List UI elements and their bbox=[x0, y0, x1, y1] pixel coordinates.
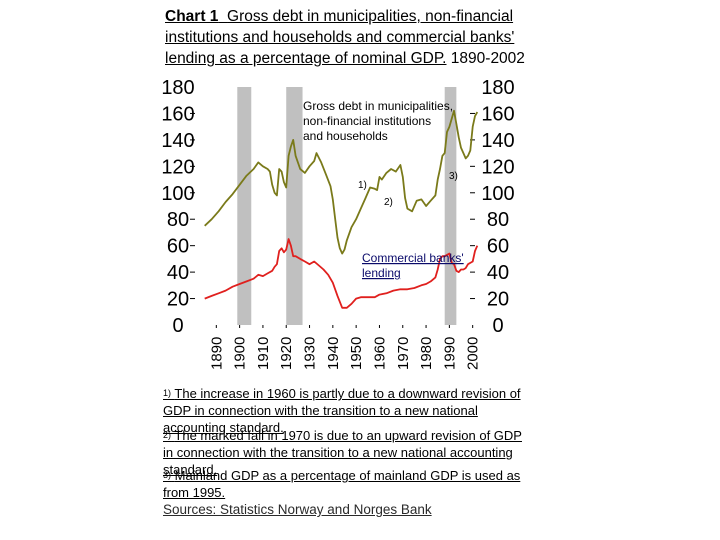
chart-number: Chart 1 bbox=[165, 8, 219, 25]
x-tick-label-1900: 1900 bbox=[232, 337, 249, 370]
note-marker-1: 1) bbox=[358, 180, 367, 191]
y-tick-left-180: 180 bbox=[161, 77, 194, 99]
y-tick-left-80: 80 bbox=[167, 209, 189, 231]
chart-title-years: 1890-2002 bbox=[450, 50, 525, 67]
x-tick-label-1980: 1980 bbox=[418, 337, 435, 370]
shaded-period-3 bbox=[444, 87, 457, 325]
footnote-2-text: The marked fall in 1970 is due to an upw… bbox=[163, 428, 522, 477]
chart-title: Chart 1 Gross debt in municipalities, no… bbox=[165, 6, 545, 69]
x-tick-label-1910: 1910 bbox=[255, 337, 272, 370]
x-tick-label-1940: 1940 bbox=[325, 337, 342, 370]
footnote-2-marker: 2) bbox=[163, 430, 172, 440]
y-tick-left-140: 140 bbox=[161, 130, 194, 152]
y-tick-left-40: 40 bbox=[167, 262, 189, 284]
footnote-2: 2) The marked fall in 1970 is due to an … bbox=[163, 427, 533, 478]
y-tick-left-0: 0 bbox=[172, 315, 183, 337]
footnote-1-text: The increase in 1960 is partly due to a … bbox=[163, 386, 521, 435]
y-tick-right-80: 80 bbox=[487, 209, 509, 231]
y-tick-right-60: 60 bbox=[487, 236, 509, 258]
y-tick-right-180: 180 bbox=[481, 77, 514, 99]
y-tick-right-20: 20 bbox=[487, 289, 509, 311]
y-tick-right-100: 100 bbox=[481, 183, 514, 205]
gross-debt-series-label: Gross debt in municipalities, non-financi… bbox=[303, 99, 453, 143]
footnote-3: 3) Mainland GDP as a percentage of mainl… bbox=[163, 467, 533, 501]
sources-note: Sources: Statistics Norway and Norges Ba… bbox=[163, 502, 432, 517]
chart-title-text: Gross debt in municipalities, non-financ… bbox=[165, 8, 515, 67]
y-tick-left-60: 60 bbox=[167, 236, 189, 258]
x-tick-label-1920: 1920 bbox=[278, 337, 295, 370]
y-tick-left-100: 100 bbox=[161, 183, 194, 205]
series-line-1 bbox=[204, 109, 479, 255]
note-marker-3: 3) bbox=[449, 171, 458, 182]
y-tick-right-160: 160 bbox=[481, 103, 514, 125]
x-tick-label-1890: 1890 bbox=[208, 337, 225, 370]
x-tick-label-1960: 1960 bbox=[371, 337, 388, 370]
footnote-1-marker: 1) bbox=[163, 388, 172, 398]
series-line-2 bbox=[204, 238, 479, 309]
shaded-period-1 bbox=[237, 87, 252, 325]
footnote-1: 1) The increase in 1960 is partly due to… bbox=[163, 385, 533, 436]
footnote-3-text: Mainland GDP as a percentage of mainland… bbox=[163, 468, 521, 500]
y-tick-left-120: 120 bbox=[161, 156, 194, 178]
x-tick-label-1950: 1950 bbox=[348, 337, 365, 370]
x-tick-label-1930: 1930 bbox=[302, 337, 319, 370]
y-tick-right-140: 140 bbox=[481, 130, 514, 152]
y-tick-right-40: 40 bbox=[487, 262, 509, 284]
y-tick-left-20: 20 bbox=[167, 289, 189, 311]
y-tick-right-120: 120 bbox=[481, 156, 514, 178]
x-tick-label-2000: 2000 bbox=[465, 337, 482, 370]
shaded-period-2 bbox=[286, 87, 303, 325]
note-marker-2: 2) bbox=[384, 197, 393, 208]
footnote-3-marker: 3) bbox=[163, 470, 172, 480]
x-tick-label-1970: 1970 bbox=[395, 337, 412, 370]
y-tick-right-0: 0 bbox=[492, 315, 503, 337]
x-tick-label-1990: 1990 bbox=[441, 337, 458, 370]
y-tick-left-160: 160 bbox=[161, 103, 194, 125]
lending-series-label: Commercial banks' lending bbox=[362, 251, 464, 280]
